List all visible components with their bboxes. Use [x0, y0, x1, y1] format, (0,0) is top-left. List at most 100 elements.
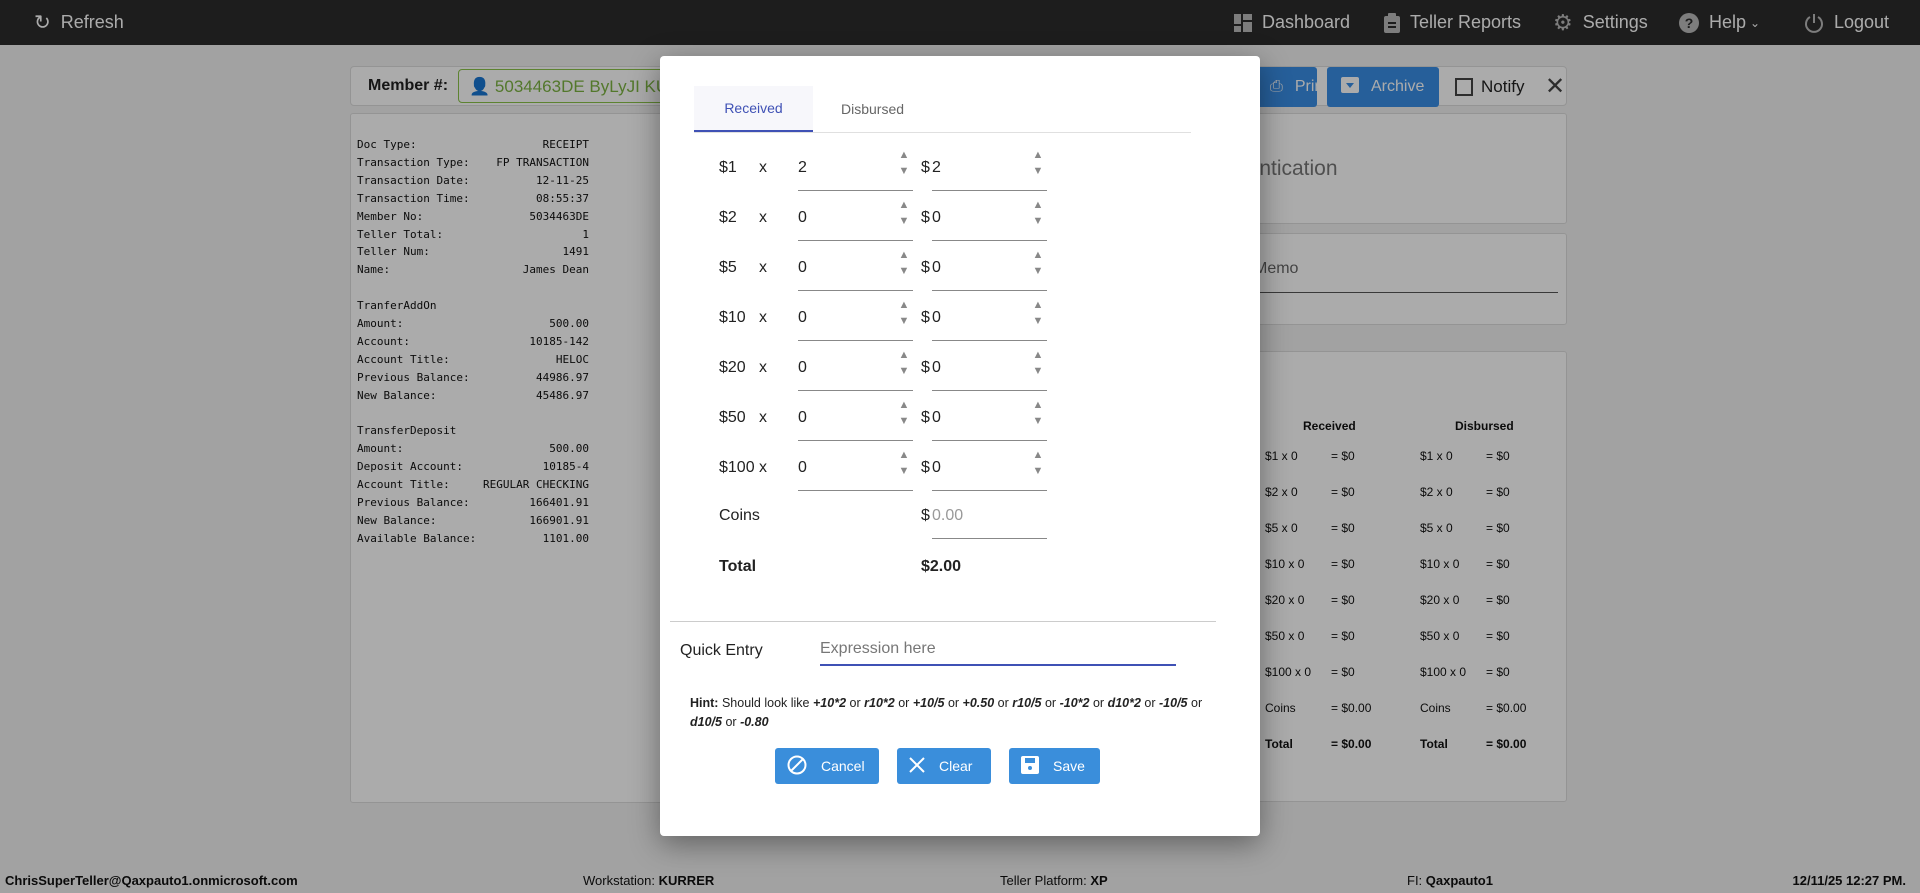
receipt-label: Name:: [357, 263, 391, 277]
summary-received-label: $100 x 0: [1265, 665, 1312, 679]
stepper-icon[interactable]: ▲ ▼: [898, 299, 910, 327]
count-input[interactable]: 0 ▲ ▼: [798, 347, 913, 391]
stepper-icon[interactable]: ▲ ▼: [1032, 449, 1044, 477]
total-label: Total: [719, 558, 757, 575]
summary-received-value: = $0: [1331, 629, 1355, 643]
divider: [670, 621, 1216, 622]
coins-input[interactable]: 0.00: [932, 495, 1047, 539]
stepper-icon[interactable]: ▲ ▼: [898, 449, 910, 477]
amount-input[interactable]: 0 ▲ ▼: [932, 397, 1047, 441]
stepper-icon[interactable]: ▲ ▼: [898, 349, 910, 377]
coins-label: Coins: [719, 507, 760, 524]
receipt-label: Transaction Date:: [357, 173, 470, 187]
receipt-label: TranferAddOn: [357, 299, 437, 313]
save-button[interactable]: Save: [1009, 748, 1100, 784]
stepper-icon[interactable]: ▲ ▼: [1032, 349, 1044, 377]
member-field[interactable]: 👤 5034463DE ByLyJI KUNy: [458, 69, 718, 103]
quick-entry-input[interactable]: Expression here: [820, 632, 1176, 666]
receipt-line: Account: 10185-142: [357, 335, 589, 348]
tab-disbursed[interactable]: Disbursed: [840, 101, 905, 117]
receipt-label: Deposit Account:: [357, 460, 463, 474]
denomination-label: $2: [719, 209, 737, 226]
summary-received-label: $5 x 0: [1265, 521, 1298, 535]
amount-input[interactable]: 0 ▲ ▼: [932, 297, 1047, 341]
receipt-value: 500.00: [549, 442, 589, 456]
stepper-icon[interactable]: ▲ ▼: [1032, 299, 1044, 327]
count-input[interactable]: 0 ▲ ▼: [798, 297, 913, 341]
receipt-label: Teller Num:: [357, 245, 430, 259]
amount-input[interactable]: 0 ▲ ▼: [932, 197, 1047, 241]
denomination-label: $100: [719, 459, 755, 476]
stepper-icon[interactable]: ▲ ▼: [1032, 249, 1044, 277]
cancel-button[interactable]: Cancel: [775, 748, 879, 784]
receipt-line: Teller Num: 1491: [357, 245, 589, 258]
receipt-line: Previous Balance: 44986.97: [357, 371, 589, 384]
close-icon[interactable]: ✕: [1545, 73, 1566, 100]
receipt-line: TransferDeposit: [357, 424, 589, 437]
multiply-sign: x: [759, 359, 767, 376]
stepper-icon[interactable]: ▲ ▼: [898, 249, 910, 277]
receipt-line: Member No: 5034463DE: [357, 210, 589, 223]
memo-label: Memo: [1254, 260, 1299, 277]
teller-reports-link[interactable]: Teller Reports: [1384, 0, 1521, 45]
currency-symbol: $: [921, 309, 930, 326]
receipt-line: Transaction Time: 08:55:37: [357, 192, 589, 205]
count-input[interactable]: 0 ▲ ▼: [798, 447, 913, 491]
hint-separator: or: [898, 696, 910, 710]
help-menu[interactable]: ? Help ⌄: [1679, 0, 1760, 45]
member-label: Member #:: [368, 77, 449, 94]
count-input[interactable]: 0 ▲ ▼: [798, 247, 913, 291]
receipt-line: Transaction Type: FP TRANSACTION: [357, 156, 589, 169]
receipt-line: New Balance: 45486.97: [357, 389, 589, 402]
hint-example: d10/5: [690, 715, 722, 729]
summary-disbursed-header: Disbursed: [1455, 419, 1514, 433]
print-icon: ⎙: [1270, 78, 1283, 95]
hint-separator: or: [1044, 696, 1057, 710]
receipt-value: 12-11-25: [536, 173, 589, 187]
receipt-label: Previous Balance:: [357, 496, 470, 509]
memo-input[interactable]: [1246, 292, 1558, 293]
count-input[interactable]: 0 ▲ ▼: [798, 197, 913, 241]
hint-separator: or: [725, 715, 737, 729]
summary-disbursed-label: $20 x 0: [1420, 593, 1460, 607]
summary-disbursed-label: $50 x 0: [1420, 629, 1460, 643]
receipt-value: 10185-4: [542, 460, 589, 474]
count-input[interactable]: 0 ▲ ▼: [798, 397, 913, 441]
summary-received-value: = $0: [1331, 449, 1355, 463]
tab-received[interactable]: Received: [694, 86, 813, 132]
hint-separator: or: [997, 696, 1009, 710]
close-icon: [909, 756, 925, 776]
receipt-value: 5034463DE: [529, 209, 589, 223]
summary-disbursed-label: $1 x 0: [1420, 449, 1453, 463]
amount-input[interactable]: 0 ▲ ▼: [932, 347, 1047, 391]
amount-input[interactable]: 0 ▲ ▼: [932, 447, 1047, 491]
amount-input[interactable]: 0 ▲ ▼: [932, 247, 1047, 291]
settings-link[interactable]: ⚙ Settings: [1553, 9, 1648, 35]
stepper-icon[interactable]: ▲ ▼: [898, 399, 910, 427]
notify-checkbox[interactable]: Notify: [1455, 77, 1524, 97]
receipt-line: Amount: 500.00: [357, 442, 589, 455]
denomination-row: $5 x 0 ▲ ▼ $0 ▲ ▼: [660, 249, 1260, 309]
top-nav: ↻ Refresh Dashboard Teller Reports ⚙ Set…: [0, 0, 1920, 45]
stepper-icon[interactable]: ▲ ▼: [898, 199, 910, 227]
dashboard-link[interactable]: Dashboard: [1234, 0, 1350, 45]
summary-disbursed-label: $2 x 0: [1420, 485, 1453, 499]
receipt-value: REGULAR CHECKING: [483, 478, 589, 492]
stepper-icon[interactable]: ▲ ▼: [1032, 199, 1044, 227]
count-input[interactable]: 2 ▲ ▼: [798, 147, 913, 191]
logout-button[interactable]: Logout: [1804, 0, 1889, 45]
stepper-icon[interactable]: ▲ ▼: [898, 149, 910, 177]
summary-disbursed-label: Total: [1420, 737, 1448, 751]
summary-received-value: = $0: [1331, 665, 1355, 679]
stepper-icon[interactable]: ▲ ▼: [1032, 149, 1044, 177]
receipt-label: Teller Total:: [357, 227, 444, 241]
summary-disbursed-value: = $0: [1486, 593, 1510, 607]
archive-button[interactable]: Archive: [1327, 67, 1439, 107]
clear-button[interactable]: Clear: [897, 748, 991, 784]
print-button[interactable]: ⎙ Print: [1256, 67, 1328, 107]
stepper-icon[interactable]: ▲ ▼: [1032, 399, 1044, 427]
refresh-button[interactable]: ↻ Refresh: [34, 12, 124, 34]
summary-disbursed-label: $10 x 0: [1420, 557, 1460, 571]
receipt-value: 45486.97: [536, 388, 589, 402]
amount-input[interactable]: 2 ▲ ▼: [932, 147, 1047, 191]
